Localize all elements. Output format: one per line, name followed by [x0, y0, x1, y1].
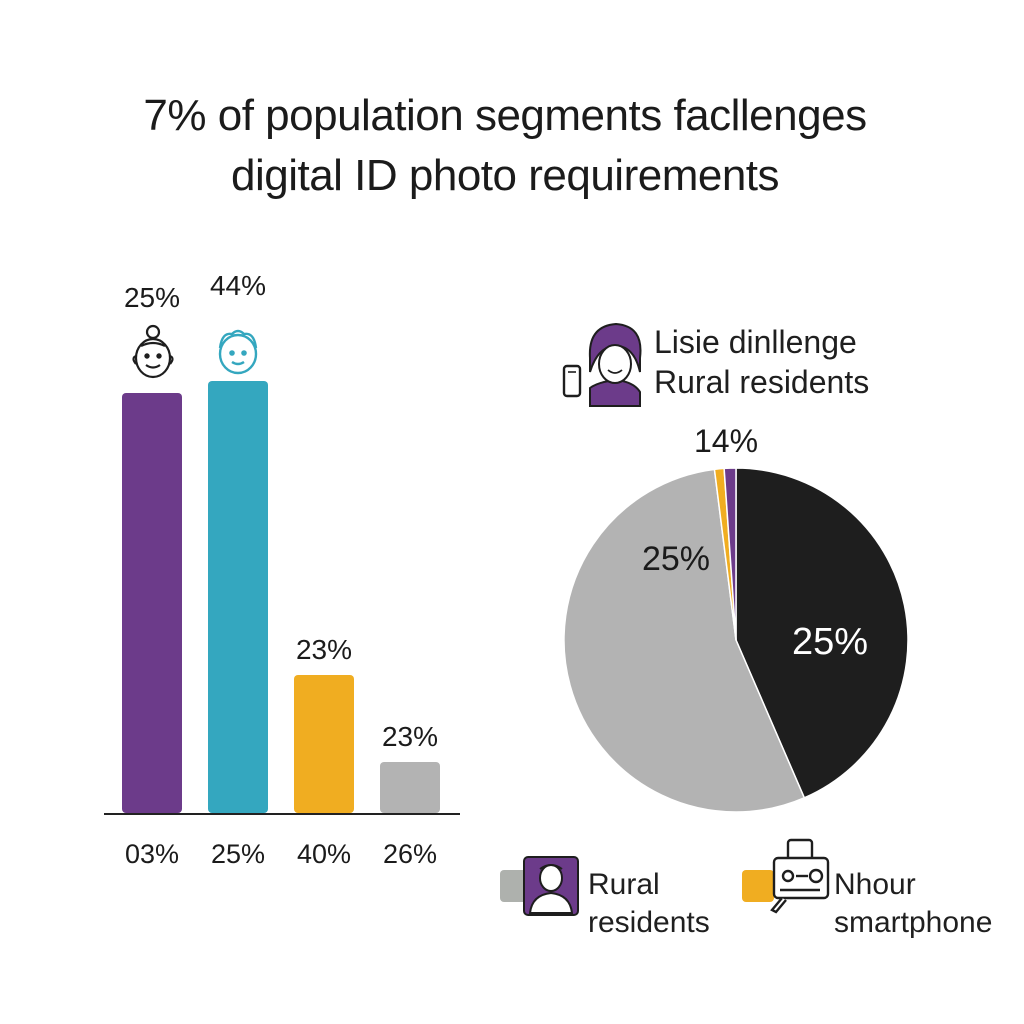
bar-data-label: 44%	[210, 270, 266, 301]
person-phone-icon	[562, 322, 642, 407]
bar-data-label: 23%	[382, 721, 438, 752]
pie-caption-line-1: Lisie dinllenge	[654, 324, 857, 360]
id-card-icon	[770, 838, 830, 914]
bar-3	[294, 675, 354, 813]
pie-slice-1	[735, 467, 909, 799]
pie-top-label: 14%	[694, 423, 758, 459]
legend-label-rural-residents: Rural residents	[588, 866, 710, 942]
pie-slice-label: 25%	[792, 621, 868, 663]
x-tick-label: 40%	[297, 839, 351, 869]
pie-slice-2	[563, 468, 806, 813]
chart-title-line-2: digital ID photo requirements	[230, 151, 780, 200]
bar-2	[208, 381, 268, 813]
bar-1	[122, 393, 182, 813]
pie-chart: 25% 25% 14%	[563, 423, 909, 813]
pie-caption: Lisie dinllenge Rural residents	[654, 322, 869, 402]
bar-chart: 25% 03% 44% 25% 23% 40% 23% 26%	[122, 270, 440, 869]
legend-label-line-2: smartphone	[834, 906, 993, 939]
person-icon	[523, 856, 579, 916]
chart-title-line-1: 7% of population segments facllenges	[143, 91, 867, 140]
pie-slice-4	[723, 467, 737, 641]
legend-label-line-1: Nhour	[834, 868, 916, 901]
elderly-face-icon	[132, 324, 174, 379]
legend-label-nhour-smartphone: Nhour smartphone	[834, 866, 992, 942]
bar-data-label: 25%	[124, 282, 180, 313]
bar-data-label: 23%	[296, 634, 352, 665]
pie-slice-label: 25%	[642, 540, 710, 578]
legend-label-line-1: Rural	[588, 868, 660, 901]
x-tick-label: 26%	[383, 839, 437, 869]
x-tick-label: 03%	[125, 839, 179, 869]
bar-4	[380, 762, 440, 813]
legend-label-line-2: residents	[588, 906, 710, 939]
x-tick-label: 25%	[211, 839, 265, 869]
child-face-icon	[218, 329, 258, 375]
legend-swatch-nhour-smartphone	[742, 870, 774, 902]
chart-title: 7% of population segments facllenges dig…	[0, 86, 1010, 206]
pie-caption-line-2: Rural residents	[654, 364, 870, 400]
